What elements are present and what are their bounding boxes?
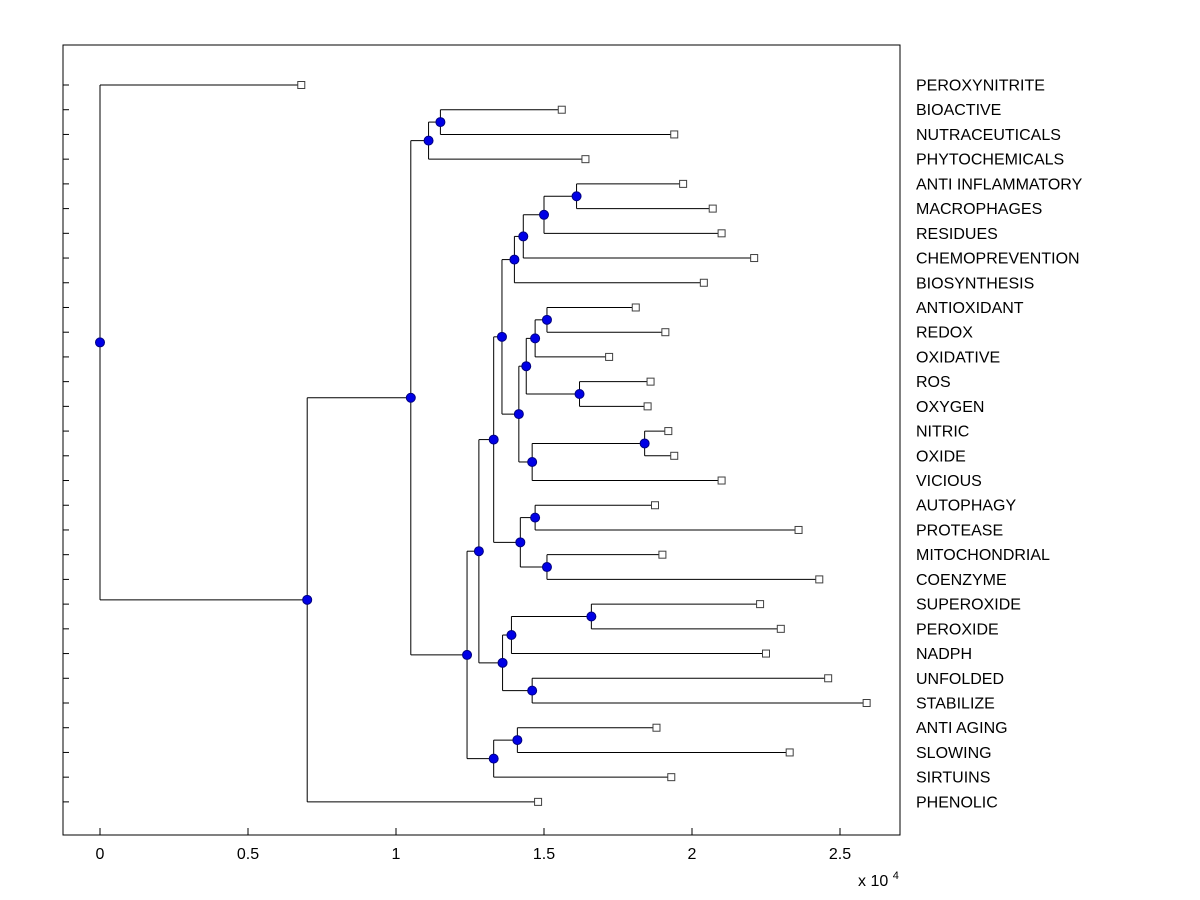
internal-node-dot bbox=[639, 438, 650, 449]
leaf-label: BIOACTIVE bbox=[916, 102, 1001, 119]
leaf-tip-square bbox=[679, 179, 688, 188]
leaf-tip-square bbox=[646, 377, 655, 386]
leaf-tip-square bbox=[756, 600, 765, 609]
leaf-label: CHEMOPREVENTION bbox=[916, 251, 1080, 268]
leaf-tip-square bbox=[643, 402, 652, 411]
internal-node-dot bbox=[571, 191, 582, 202]
leaf-label: PHYTOCHEMICALS bbox=[916, 152, 1064, 169]
leaf-tip-square bbox=[661, 328, 670, 337]
internal-node-dot bbox=[586, 611, 597, 622]
leaf-label: PEROXYNITRITE bbox=[916, 78, 1045, 95]
leaf-label: COENZYME bbox=[916, 572, 1007, 589]
leaf-label: OXYGEN bbox=[916, 399, 984, 416]
leaf-tip-square bbox=[581, 155, 590, 164]
leaf-label: SIRTUINS bbox=[916, 770, 990, 787]
leaf-label: REDOX bbox=[916, 325, 973, 342]
leaf-tip-square bbox=[815, 575, 824, 584]
leaf-label: VICIOUS bbox=[916, 473, 982, 490]
leaf-tip-square bbox=[785, 748, 794, 757]
x-axis-tick-label: 2 bbox=[688, 846, 697, 863]
leaf-tip-square bbox=[534, 797, 543, 806]
leaf-tip-square bbox=[631, 303, 640, 312]
x-axis-multiplier-label: x 10 4 bbox=[858, 870, 899, 890]
internal-node-dot bbox=[527, 456, 538, 467]
internal-node-dot bbox=[513, 409, 524, 420]
internal-node-dot bbox=[512, 735, 523, 746]
internal-node-dot bbox=[541, 562, 552, 573]
leaf-label: NUTRACEUTICALS bbox=[916, 127, 1061, 144]
leaf-label: MITOCHONDRIAL bbox=[916, 547, 1050, 564]
internal-node-dot bbox=[539, 209, 549, 220]
internal-node-dot bbox=[435, 117, 446, 128]
leaf-tip-square bbox=[667, 773, 676, 782]
leaf-tip-square bbox=[651, 501, 659, 510]
internal-node-dot bbox=[488, 434, 499, 445]
leaf-tip-square bbox=[297, 81, 306, 89]
leaf-label: ANTI INFLAMMATORY bbox=[916, 176, 1083, 193]
leaf-label: ANTI AGING bbox=[916, 720, 1008, 737]
internal-node-dot bbox=[530, 512, 541, 523]
leaf-tip-square bbox=[605, 352, 614, 361]
x-axis-tick-label: 1 bbox=[392, 846, 401, 863]
leaf-label: PHENOLIC bbox=[916, 794, 998, 811]
leaf-tip-square bbox=[862, 699, 871, 707]
internal-node-dot bbox=[473, 546, 484, 557]
internal-node-dot bbox=[518, 231, 529, 242]
plot-box bbox=[62, 44, 901, 836]
leaf-label: ANTIOXIDANT bbox=[916, 300, 1024, 317]
internal-node-dot bbox=[95, 337, 105, 348]
leaf-tip-square bbox=[762, 649, 770, 658]
x-axis-tick-label: 0.5 bbox=[237, 846, 259, 863]
leaf-tip-square bbox=[557, 105, 566, 114]
internal-node-dot bbox=[521, 361, 532, 372]
x-axis-tick-label: 1.5 bbox=[533, 846, 555, 863]
x-axis-tick-label: 0 bbox=[96, 846, 105, 863]
leaf-label: RESIDUES bbox=[916, 226, 998, 243]
leaf-label: NADPH bbox=[916, 646, 972, 663]
leaf-tip-square bbox=[699, 278, 708, 287]
internal-node-dot bbox=[506, 630, 517, 641]
leaf-label: SUPEROXIDE bbox=[916, 597, 1021, 614]
internal-node-dot bbox=[423, 135, 434, 146]
leaf-label: BIOSYNTHESIS bbox=[916, 275, 1034, 292]
leaf-label: OXIDATIVE bbox=[916, 349, 1000, 366]
internal-node-dot bbox=[462, 649, 473, 660]
leaf-tip-square bbox=[708, 204, 717, 213]
leaf-label: ROS bbox=[916, 374, 951, 391]
leaf-label: AUTOPHAGY bbox=[916, 498, 1017, 515]
internal-node-dot bbox=[302, 594, 313, 605]
internal-node-dot bbox=[488, 753, 499, 764]
leaf-tip-square bbox=[652, 723, 661, 732]
leaf-label: PROTEASE bbox=[916, 522, 1003, 539]
x-axis-tick-label: 2.5 bbox=[829, 846, 851, 863]
leaf-label: STABILIZE bbox=[916, 696, 995, 713]
internal-node-dot bbox=[497, 657, 508, 668]
leaf-tip-square bbox=[717, 476, 726, 485]
internal-node-dot bbox=[541, 314, 552, 325]
leaf-tip-square bbox=[824, 674, 833, 683]
leaf-tip-square bbox=[750, 254, 759, 263]
internal-node-dot bbox=[530, 333, 541, 344]
leaf-label: NITRIC bbox=[916, 424, 969, 441]
leaf-tip-square bbox=[794, 525, 803, 534]
internal-node-dot bbox=[509, 254, 520, 265]
leaf-tip-square bbox=[670, 130, 679, 139]
leaf-label: UNFOLDED bbox=[916, 671, 1004, 688]
leaf-label: PEROXIDE bbox=[916, 621, 999, 638]
leaf-tip-square bbox=[658, 550, 667, 559]
internal-node-dot bbox=[496, 331, 507, 342]
leaf-tip-square bbox=[717, 229, 726, 238]
internal-node-dot bbox=[405, 392, 416, 403]
leaf-tip-square bbox=[776, 624, 785, 633]
internal-node-dot bbox=[574, 389, 585, 399]
leaf-tip-square bbox=[670, 451, 679, 460]
internal-node-dot bbox=[515, 537, 526, 548]
leaf-label: SLOWING bbox=[916, 745, 992, 762]
leaf-label: OXIDE bbox=[916, 448, 966, 465]
leaf-tip-square bbox=[664, 427, 673, 436]
internal-node-dot bbox=[527, 685, 538, 696]
leaf-label: MACROPHAGES bbox=[916, 201, 1042, 218]
